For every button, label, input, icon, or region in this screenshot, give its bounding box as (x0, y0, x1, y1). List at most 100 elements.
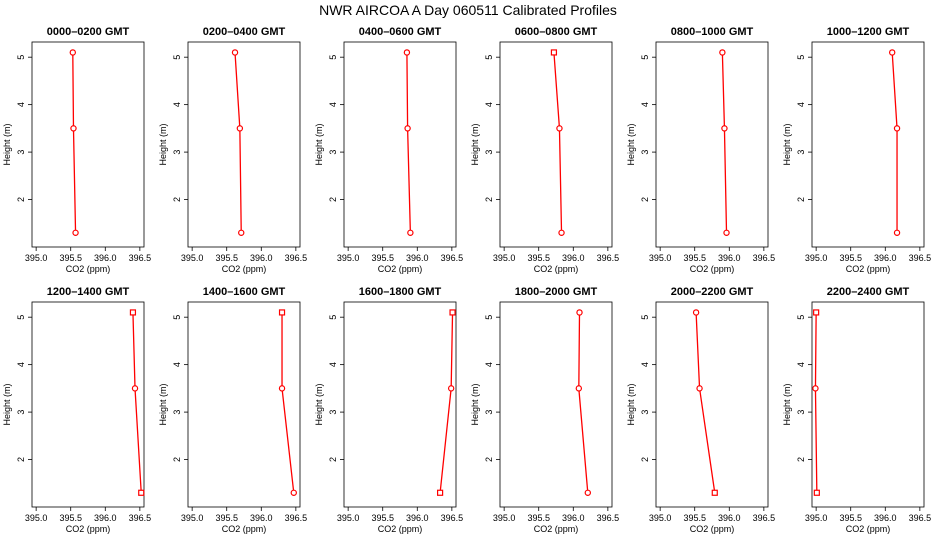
x-tick-label: 395.0 (493, 253, 516, 263)
y-tick-label: 4 (16, 102, 26, 107)
data-point (692, 309, 700, 316)
data-point (278, 309, 286, 316)
y-axis-label: Height (m) (470, 123, 480, 165)
y-tick-label: 3 (640, 410, 650, 415)
y-tick-label: 2 (484, 197, 494, 202)
profile-panel-5: 1000–1200 GMT 395.0 395.5 396.0 396.5 2 3 4 5 CO2… (782, 26, 931, 274)
panel-title: 0800–1000 GMT (671, 26, 754, 38)
data-point (70, 125, 77, 132)
x-tick-label: 396.5 (597, 513, 620, 523)
x-tick-label: 396.0 (718, 253, 741, 263)
y-tick-label: 2 (328, 457, 338, 462)
y-tick-label: 2 (172, 197, 182, 202)
data-point (138, 489, 145, 496)
data-point (812, 385, 819, 392)
panel-title: 0600–0800 GMT (515, 26, 598, 38)
x-tick-label: 396.5 (129, 513, 152, 523)
data-point (721, 125, 728, 132)
panel-title: 1200–1400 GMT (47, 286, 130, 298)
x-tick-label: 395.0 (337, 513, 360, 523)
x-tick-label: 396.0 (250, 253, 273, 263)
y-tick-label: 4 (484, 362, 494, 367)
plot-frame (187, 41, 301, 248)
y-tick-label: 5 (484, 55, 494, 60)
plot-frame (811, 301, 925, 508)
data-point (556, 125, 563, 132)
y-tick-label: 5 (640, 55, 650, 60)
profile-panel-11: 2200–2400 GMT 395.0 395.5 396.0 396.5 2 3 4 5 CO2… (782, 286, 931, 534)
y-tick-label: 3 (796, 150, 806, 155)
x-axis-label: CO2 (ppm) (846, 264, 891, 274)
y-tick-label: 4 (328, 362, 338, 367)
y-tick-label: 5 (16, 55, 26, 60)
x-tick-label: 396.5 (129, 253, 152, 263)
y-tick-label: 3 (484, 410, 494, 415)
y-axis-label: Height (m) (782, 383, 792, 425)
x-tick-label: 396.0 (94, 513, 117, 523)
y-tick-label: 5 (172, 315, 182, 320)
x-tick-label: 396.0 (94, 253, 117, 263)
y-tick-label: 4 (16, 362, 26, 367)
data-point (813, 309, 820, 316)
y-tick-label: 5 (796, 315, 806, 320)
x-tick-label: 395.5 (683, 253, 706, 263)
y-tick-label: 2 (796, 197, 806, 202)
data-point (813, 489, 820, 496)
y-tick-label: 2 (172, 457, 182, 462)
x-axis-label: CO2 (ppm) (222, 264, 267, 274)
data-point (893, 229, 901, 236)
y-tick-label: 5 (328, 55, 338, 60)
panel-title: 0400–0600 GMT (359, 26, 442, 38)
data-point (719, 49, 726, 56)
plot-frame (343, 301, 457, 508)
plot-frame (655, 301, 769, 508)
y-tick-label: 3 (172, 150, 182, 155)
y-tick-label: 3 (640, 150, 650, 155)
data-point (575, 385, 583, 392)
y-axis-label: Height (m) (626, 123, 636, 165)
x-tick-label: 395.5 (527, 513, 550, 523)
data-point (558, 229, 565, 236)
data-point (711, 489, 718, 496)
y-tick-label: 4 (172, 102, 182, 107)
profile-line (721, 52, 728, 233)
profile-panel-6: 1200–1400 GMT 395.0 395.5 396.0 396.5 2 3 4 5 CO2… (2, 286, 151, 534)
x-tick-label: 395.0 (649, 513, 672, 523)
x-axis-label: CO2 (ppm) (846, 524, 891, 534)
profile-line (553, 52, 563, 233)
x-tick-label: 396.0 (250, 513, 273, 523)
x-tick-label: 396.5 (597, 253, 620, 263)
x-tick-label: 395.5 (371, 513, 394, 523)
x-tick-label: 395.5 (839, 253, 862, 263)
x-tick-label: 396.0 (718, 513, 741, 523)
profile-panel-7: 1400–1600 GMT 395.0 395.5 396.0 396.5 2 3 4 5 CO2… (158, 286, 307, 534)
plot-frame (499, 301, 613, 508)
panel-title: 1600–1800 GMT (359, 286, 442, 298)
profile-line (132, 312, 142, 493)
plot-frame (187, 301, 301, 508)
x-tick-label: 395.0 (493, 513, 516, 523)
data-point (129, 309, 137, 316)
profile-panel-10: 2000–2200 GMT 395.0 395.5 396.0 396.5 2 3 4 5 CO2… (626, 286, 775, 534)
profile-panel-9: 1800–2000 GMT 395.0 395.5 396.0 396.5 2 3 4 5 CO2… (470, 286, 619, 534)
x-axis-label: CO2 (ppm) (534, 524, 579, 534)
y-tick-label: 3 (484, 150, 494, 155)
x-tick-label: 395.0 (181, 513, 204, 523)
x-axis-label: CO2 (ppm) (378, 524, 423, 534)
data-point (436, 489, 444, 496)
data-point (550, 49, 558, 56)
x-tick-label: 396.0 (406, 253, 429, 263)
plot-frame (343, 41, 457, 248)
y-tick-label: 5 (16, 315, 26, 320)
x-axis-label: CO2 (ppm) (378, 264, 423, 274)
y-tick-label: 4 (640, 102, 650, 107)
x-axis-label: CO2 (ppm) (690, 264, 735, 274)
y-axis-label: Height (m) (470, 383, 480, 425)
panel-title: 0200–0400 GMT (203, 26, 286, 38)
data-point (696, 385, 703, 392)
x-tick-label: 396.0 (874, 253, 897, 263)
y-tick-label: 2 (328, 197, 338, 202)
y-tick-label: 2 (796, 457, 806, 462)
panel-title: 1000–1200 GMT (827, 26, 910, 38)
